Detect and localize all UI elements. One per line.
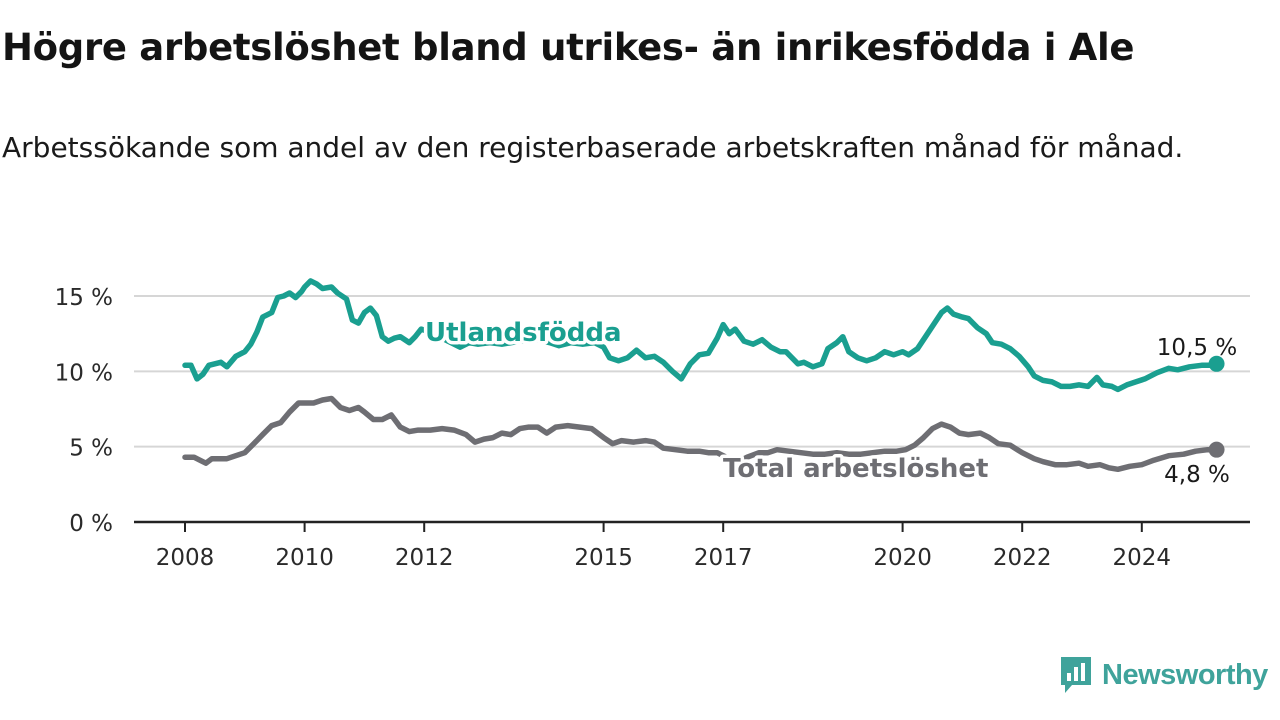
x-tick-label: 2015 bbox=[574, 545, 633, 571]
gridlines bbox=[134, 295, 1250, 448]
end-label-total: 4,8 % bbox=[1164, 462, 1230, 488]
x-tick-label: 2020 bbox=[873, 545, 932, 571]
y-tick-label: 5 % bbox=[69, 436, 113, 462]
x-tick-label: 2022 bbox=[993, 545, 1052, 571]
x-axis-ticks: 2008 2010 2012 2015 2017 2020 2022 2024 bbox=[156, 522, 1171, 571]
series-end-dot bbox=[1208, 441, 1225, 458]
end-label-utlandsfodda: 10,5 % bbox=[1157, 335, 1237, 361]
series-labels: Utlandsfödda Total arbetslöshet 10,5 % 4,8 … bbox=[422, 315, 1238, 489]
y-axis-ticks: 0 % 5 % 10 % 15 % bbox=[55, 285, 113, 537]
x-tick-label: 2010 bbox=[275, 545, 334, 571]
series-line-total bbox=[182, 395, 1220, 473]
series-label-total: Total arbetslöshet bbox=[723, 454, 988, 484]
y-tick-label: 0 % bbox=[69, 511, 113, 537]
brand-logo: Newsworthy bbox=[1058, 655, 1268, 695]
x-tick-label: 2012 bbox=[395, 545, 454, 571]
x-tick-label: 2017 bbox=[694, 545, 753, 571]
brand-name: Newsworthy bbox=[1102, 658, 1268, 691]
x-tick-label: 2024 bbox=[1113, 545, 1172, 571]
series-lines bbox=[182, 278, 1225, 473]
newsworthy-logo-icon bbox=[1061, 657, 1091, 693]
line-chart: 0 %5 %10 %15 % 2008 2010 2012 2015 2017 2020 2… bbox=[55, 278, 1250, 571]
y-tick-label: 10 % bbox=[55, 360, 113, 386]
series-end-dot bbox=[1208, 355, 1225, 372]
series-label-utlandsfodda: Utlandsfödda bbox=[425, 318, 622, 348]
x-tick-label: 2008 bbox=[156, 545, 215, 571]
chart-title: Högre arbetslöshet bland utrikes- än inr… bbox=[2, 26, 1135, 69]
chart-subtitle: Arbetssökande som andel av den registerb… bbox=[2, 131, 1184, 164]
series-line-utlandsfodda bbox=[182, 278, 1220, 393]
y-tick-label: 15 % bbox=[55, 285, 113, 311]
